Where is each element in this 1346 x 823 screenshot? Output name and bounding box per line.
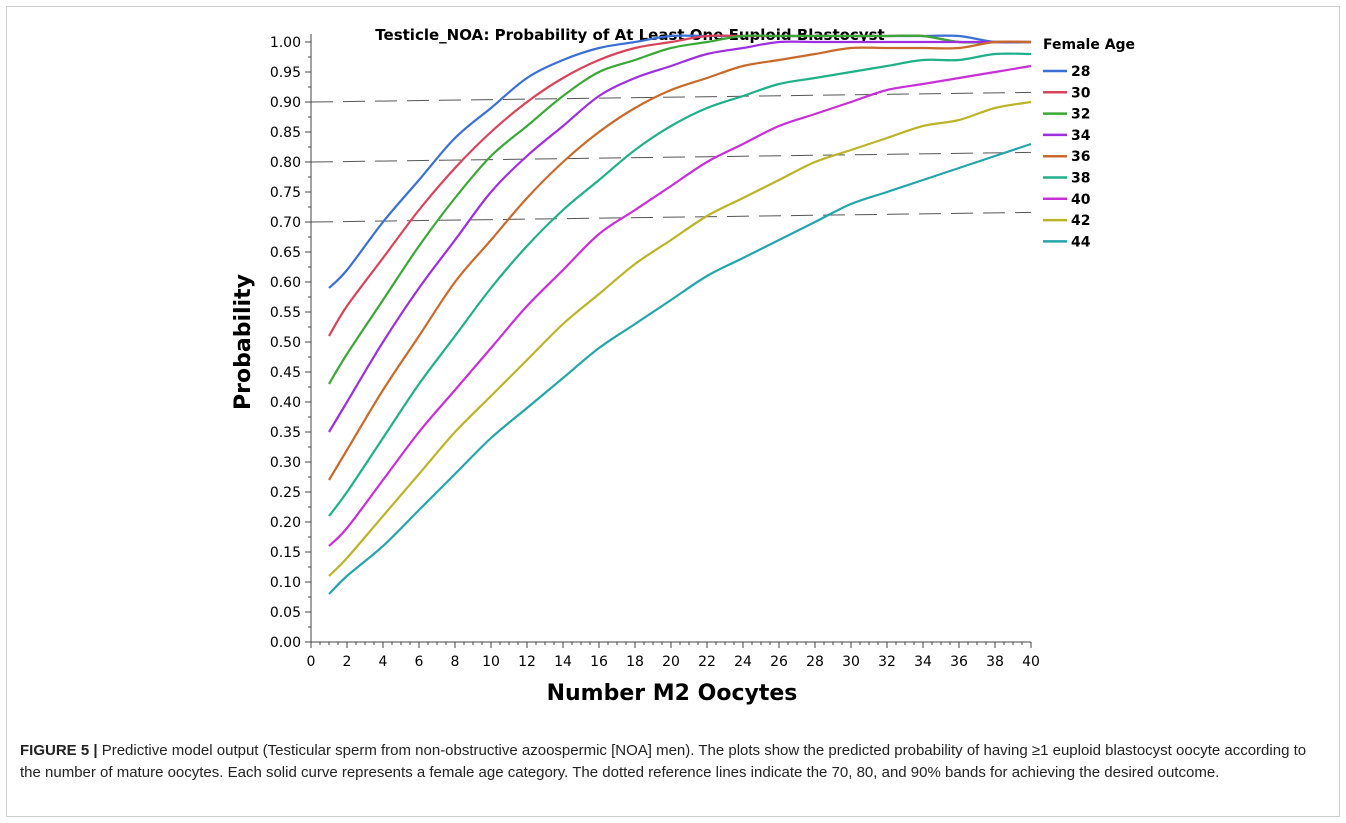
x-tick-label: 12: [518, 654, 536, 670]
series-line-age-38: [328, 52, 1032, 517]
x-tick-label: 6: [415, 654, 424, 670]
reference-line: [310, 91, 1032, 103]
x-tick-label: 4: [379, 654, 388, 670]
series-line-age-34: [328, 40, 1031, 433]
probability-chart: Testicle_NOA: Probability of At Least On…: [231, 26, 1135, 706]
y-tick-label: 0.05: [270, 605, 301, 621]
x-tick-label: 34: [914, 654, 932, 670]
x-tick-label: 40: [1022, 654, 1040, 670]
y-tick-label: 0.55: [270, 305, 301, 321]
y-tick-label: 0.20: [270, 515, 301, 531]
y-tick-label: 0.35: [270, 425, 301, 441]
legend-label: 38: [1071, 171, 1090, 187]
y-tick-label: 0.15: [270, 545, 301, 561]
y-axis-title: Probability: [231, 274, 256, 410]
figure-frame: [6, 6, 1340, 817]
figure-caption: FIGURE 5 | Predictive model output (Test…: [20, 740, 1320, 784]
series-line-age-40: [328, 64, 1032, 547]
x-tick-label: 30: [842, 654, 860, 670]
x-tick-label: 2: [343, 654, 352, 670]
y-tick-label: 0.60: [270, 275, 301, 291]
x-tick-label: 32: [878, 654, 896, 670]
legend-title: Female Age: [1043, 37, 1135, 53]
y-tick-label: 0.50: [270, 335, 301, 351]
series-line-age-28: [328, 34, 1032, 289]
chart-title: Testicle_NOA: Probability of At Least On…: [375, 26, 884, 44]
x-tick-label: 24: [734, 654, 752, 670]
y-tick-label: 0.95: [270, 65, 301, 81]
x-tick-label: 18: [626, 654, 644, 670]
series-line-age-36: [328, 40, 1032, 481]
x-tick-label: 36: [950, 654, 968, 670]
legend-label: 40: [1071, 192, 1091, 208]
x-tick-label: 0: [307, 654, 316, 670]
caption-text: Predictive model output (Testicular sper…: [20, 742, 1307, 781]
legend-label: 36: [1071, 149, 1090, 165]
y-tick-label: 0.65: [270, 245, 301, 261]
y-tick-label: 1.00: [270, 35, 301, 51]
y-tick-label: 0.45: [270, 365, 301, 381]
plot-area: 0.00 0.05 0.10 0.15 0.20 0.25 0.30 0.35 0.40 0.45…: [270, 34, 1040, 670]
legend-label: 32: [1071, 107, 1090, 123]
legend: 28 30 32 34 36 38 40 42 44: [1043, 64, 1091, 250]
legend-label: 42: [1071, 213, 1090, 229]
y-tick-label: 0.80: [270, 155, 301, 171]
x-tick-label: 38: [986, 654, 1004, 670]
y-tick-label: 0.85: [270, 125, 301, 141]
x-tick-label: 10: [482, 654, 500, 670]
x-tick-label: 20: [662, 654, 680, 670]
legend-label: 34: [1071, 128, 1091, 144]
x-axis-title: Number M2 Oocytes: [547, 681, 798, 706]
y-tick-label: 0.40: [270, 395, 301, 411]
legend-label: 28: [1071, 64, 1090, 80]
y-tick-label: 0.25: [270, 485, 301, 501]
legend-label: 44: [1071, 234, 1091, 250]
x-tick-label: 16: [590, 654, 608, 670]
x-tick-label: 14: [554, 654, 572, 670]
series-line-age-44: [328, 142, 1032, 595]
x-tick-label: 22: [698, 654, 716, 670]
x-tick-label: 8: [451, 654, 460, 670]
y-tick-label: 0.00: [270, 635, 301, 651]
y-tick-label: 0.10: [270, 575, 301, 591]
y-tick-label: 0.30: [270, 455, 301, 471]
reference-line: [310, 151, 1032, 163]
reference-line: [310, 211, 1032, 223]
y-tick-label: 0.90: [270, 95, 301, 111]
figure-label: FIGURE 5 |: [20, 742, 98, 759]
x-tick-label: 26: [770, 654, 788, 670]
series-line-age-30: [328, 34, 1031, 337]
legend-label: 30: [1071, 85, 1091, 101]
x-tick-label: 28: [806, 654, 824, 670]
y-tick-label: 0.75: [270, 185, 301, 201]
y-tick-label: 0.70: [270, 215, 301, 231]
series-line-age-32: [328, 34, 1031, 385]
series-line-age-42: [328, 100, 1032, 577]
